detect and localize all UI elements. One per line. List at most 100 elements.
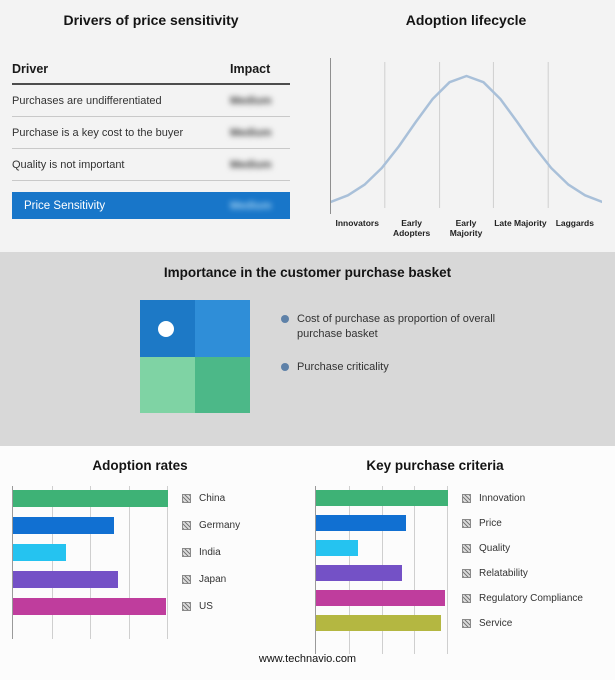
basket-legend-item: Cost of purchase as proportion of overal…	[281, 312, 509, 342]
legend-marker-icon	[182, 548, 191, 557]
matrix-quadrant-2	[140, 356, 195, 413]
legend-label: Price	[479, 517, 502, 529]
adoption-rates-chart: China Germany India Japan US	[12, 486, 240, 639]
column-header-impact: Impact	[230, 62, 271, 76]
lifecycle-title: Adoption lifecycle	[405, 12, 527, 28]
legend-label: China	[199, 493, 226, 504]
basket-legend-label: Cost of purchase as proportion of overal…	[297, 313, 496, 340]
matrix-quadrant-1	[195, 300, 250, 357]
chart-legend: Innovation Price Quality Relatability Regula…	[462, 486, 583, 640]
bar-china	[13, 490, 168, 507]
bar-row	[13, 544, 168, 561]
lifecycle-stage-label: Late Majority	[494, 218, 547, 228]
bar-relatability	[316, 565, 402, 581]
price-sensitivity-row: Price Sensitivity Medium	[12, 192, 290, 219]
drivers-table: Driver Impact Purchases are undifferenti…	[12, 62, 290, 219]
key-purchase-criteria-chart: Innovation Price Quality Relatability Regula…	[315, 486, 583, 654]
legend-label: Japan	[199, 574, 227, 585]
driver-cell: Purchases are undifferentiated	[12, 94, 162, 107]
bar-row	[316, 590, 448, 606]
legend-marker-icon	[462, 568, 471, 578]
basket-legend-item: Purchase criticality	[281, 360, 509, 375]
driver-row: Quality is not important Medium	[12, 149, 290, 181]
legend-item: Relatability	[462, 565, 583, 581]
legend-item: Germany	[182, 517, 240, 534]
adoption-rates-title: Adoption rates	[92, 458, 188, 473]
legend-label: Service	[479, 617, 513, 629]
legend-label: Relatability	[479, 567, 528, 579]
lifecycle-stage-labels: Innovators Early Adopters Early Majority La…	[330, 218, 602, 238]
bottom-section: Adoption rates China Germany India Japan US …	[0, 446, 615, 680]
lifecycle-stage-label: Laggards	[555, 218, 594, 228]
drivers-table-body: Purchases are undifferentiated Medium Purc…	[12, 85, 290, 181]
bar-row	[316, 490, 448, 506]
bar-price	[316, 515, 406, 531]
legend-item: China	[182, 490, 240, 507]
bar-germany	[13, 517, 114, 534]
bar-service	[316, 615, 442, 631]
lifecycle-stage-label: Innovators	[335, 218, 379, 228]
bar-innovation	[316, 490, 448, 506]
driver-row: Purchase is a key cost to the buyer Mediu…	[12, 117, 290, 149]
legend-label: Quality	[479, 542, 511, 554]
bar-row	[13, 490, 168, 507]
driver-row: Purchases are undifferentiated Medium	[12, 85, 290, 117]
legend-marker-icon	[462, 493, 471, 503]
legend-label: Innovation	[479, 492, 526, 504]
legend-item: Innovation	[462, 490, 583, 506]
basket-legend: Cost of purchase as proportion of overal…	[281, 312, 509, 393]
legend-marker-icon	[462, 518, 471, 528]
legend-item: Quality	[462, 540, 583, 556]
purchase-basket-band: Importance in the customer purchase bask…	[0, 252, 615, 446]
bar-row	[316, 540, 448, 556]
bar-plot	[315, 486, 448, 654]
adoption-curve	[331, 74, 602, 204]
column-header-driver: Driver	[12, 62, 49, 76]
price-sensitivity-impact: Medium	[230, 199, 272, 212]
legend-label: US	[199, 601, 213, 612]
legend-label: India	[199, 547, 221, 558]
driver-cell: Quality is not important	[12, 158, 125, 171]
bar-regulatory-compliance	[316, 590, 446, 606]
legend-item: India	[182, 544, 240, 561]
price-sensitivity-label: Price Sensitivity	[24, 199, 106, 212]
legend-marker-icon	[182, 521, 191, 530]
website-url: www.technavio.com	[258, 653, 357, 665]
matrix-quadrant-3	[195, 356, 250, 413]
drivers-table-header: Driver Impact	[12, 62, 290, 85]
bar-japan	[13, 571, 119, 588]
key-purchase-criteria-title: Key purchase criteria	[366, 458, 504, 473]
basket-matrix	[140, 300, 250, 413]
lifecycle-stage-label: Early Adopters	[392, 218, 431, 239]
legend-label: Regulatory Compliance	[479, 592, 583, 604]
bar-plot	[12, 486, 168, 639]
chart-legend: China Germany India Japan US	[182, 486, 240, 625]
impact-cell: Medium	[230, 126, 272, 139]
legend-marker-icon	[182, 575, 191, 584]
bar-india	[13, 544, 66, 561]
legend-marker-icon	[462, 618, 471, 628]
bar-row	[316, 615, 448, 631]
lifecycle-chart	[330, 58, 602, 214]
legend-marker-icon	[182, 494, 191, 503]
bar-row	[13, 517, 168, 534]
legend-marker-icon	[182, 602, 191, 611]
legend-item: Regulatory Compliance	[462, 590, 583, 606]
bullet-icon	[281, 362, 289, 371]
impact-cell: Medium	[230, 158, 272, 171]
basket-title: Importance in the customer purchase bask…	[163, 265, 452, 280]
impact-cell: Medium	[230, 94, 272, 107]
drivers-title: Drivers of price sensitivity	[63, 12, 239, 28]
legend-item: Japan	[182, 571, 240, 588]
bar-row	[13, 571, 168, 588]
matrix-dot-icon	[158, 321, 174, 337]
legend-marker-icon	[462, 543, 471, 553]
driver-cell: Purchase is a key cost to the buyer	[12, 126, 184, 139]
bullet-icon	[281, 315, 289, 323]
top-section: Drivers of price sensitivity Driver Impa…	[0, 0, 615, 252]
lifecycle-curve-svg	[331, 62, 602, 208]
basket-legend-label: Purchase criticality	[297, 360, 389, 373]
bar-us	[13, 598, 167, 615]
bar-row	[13, 598, 168, 615]
legend-label: Germany	[199, 520, 241, 531]
